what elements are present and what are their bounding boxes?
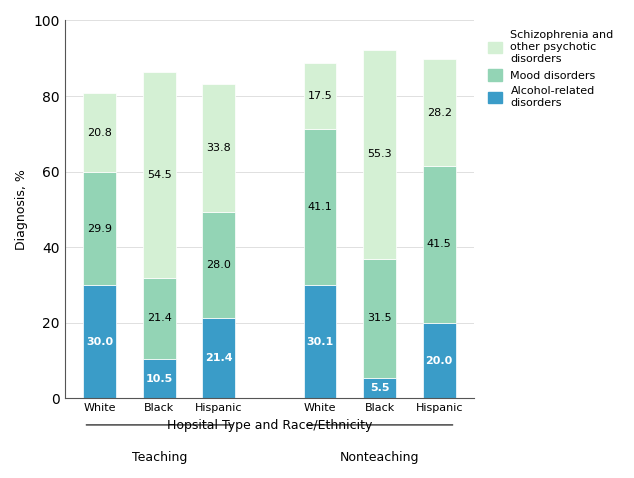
Text: 41.1: 41.1 (307, 202, 332, 212)
Text: 17.5: 17.5 (307, 91, 332, 101)
Bar (84, 93, 116, 172)
Text: Nonteaching: Nonteaching (340, 451, 419, 465)
Bar (143, 278, 176, 359)
Bar (84, 285, 116, 399)
Bar (202, 84, 235, 212)
Text: 20.0: 20.0 (425, 356, 453, 366)
Bar (84, 172, 116, 285)
Text: 10.5: 10.5 (146, 374, 173, 384)
Text: 21.4: 21.4 (205, 353, 233, 363)
Bar (363, 378, 396, 399)
Y-axis label: Diagnosis, %: Diagnosis, % (15, 169, 28, 250)
Text: 28.2: 28.2 (427, 108, 451, 118)
Bar (423, 323, 456, 399)
Bar (143, 72, 176, 278)
Bar (423, 166, 456, 323)
Text: 54.5: 54.5 (147, 170, 172, 180)
Legend: Schizophrenia and
other psychotic
disorders, Mood disorders, Alcohol-related
dis: Schizophrenia and other psychotic disord… (484, 26, 618, 112)
Text: 29.9: 29.9 (87, 224, 112, 234)
Bar (304, 285, 337, 399)
Text: 5.5: 5.5 (370, 383, 389, 393)
Text: 33.8: 33.8 (207, 143, 231, 153)
Bar (363, 50, 396, 259)
Text: 30.1: 30.1 (306, 337, 333, 347)
Text: 20.8: 20.8 (87, 128, 112, 138)
Text: 41.5: 41.5 (427, 239, 451, 250)
Bar (423, 59, 456, 166)
Bar (304, 130, 337, 285)
Bar (202, 317, 235, 399)
Text: 55.3: 55.3 (367, 149, 392, 159)
Text: 31.5: 31.5 (367, 313, 392, 323)
X-axis label: Hopsital Type and Race/Ethnicity: Hopsital Type and Race/Ethnicity (167, 419, 372, 432)
Text: 28.0: 28.0 (207, 260, 231, 270)
Text: 30.0: 30.0 (86, 337, 113, 347)
Bar (143, 359, 176, 399)
Text: 21.4: 21.4 (147, 314, 172, 323)
Bar (202, 212, 235, 317)
Bar (363, 259, 396, 378)
Bar (304, 63, 337, 130)
Text: Teaching: Teaching (132, 451, 187, 465)
